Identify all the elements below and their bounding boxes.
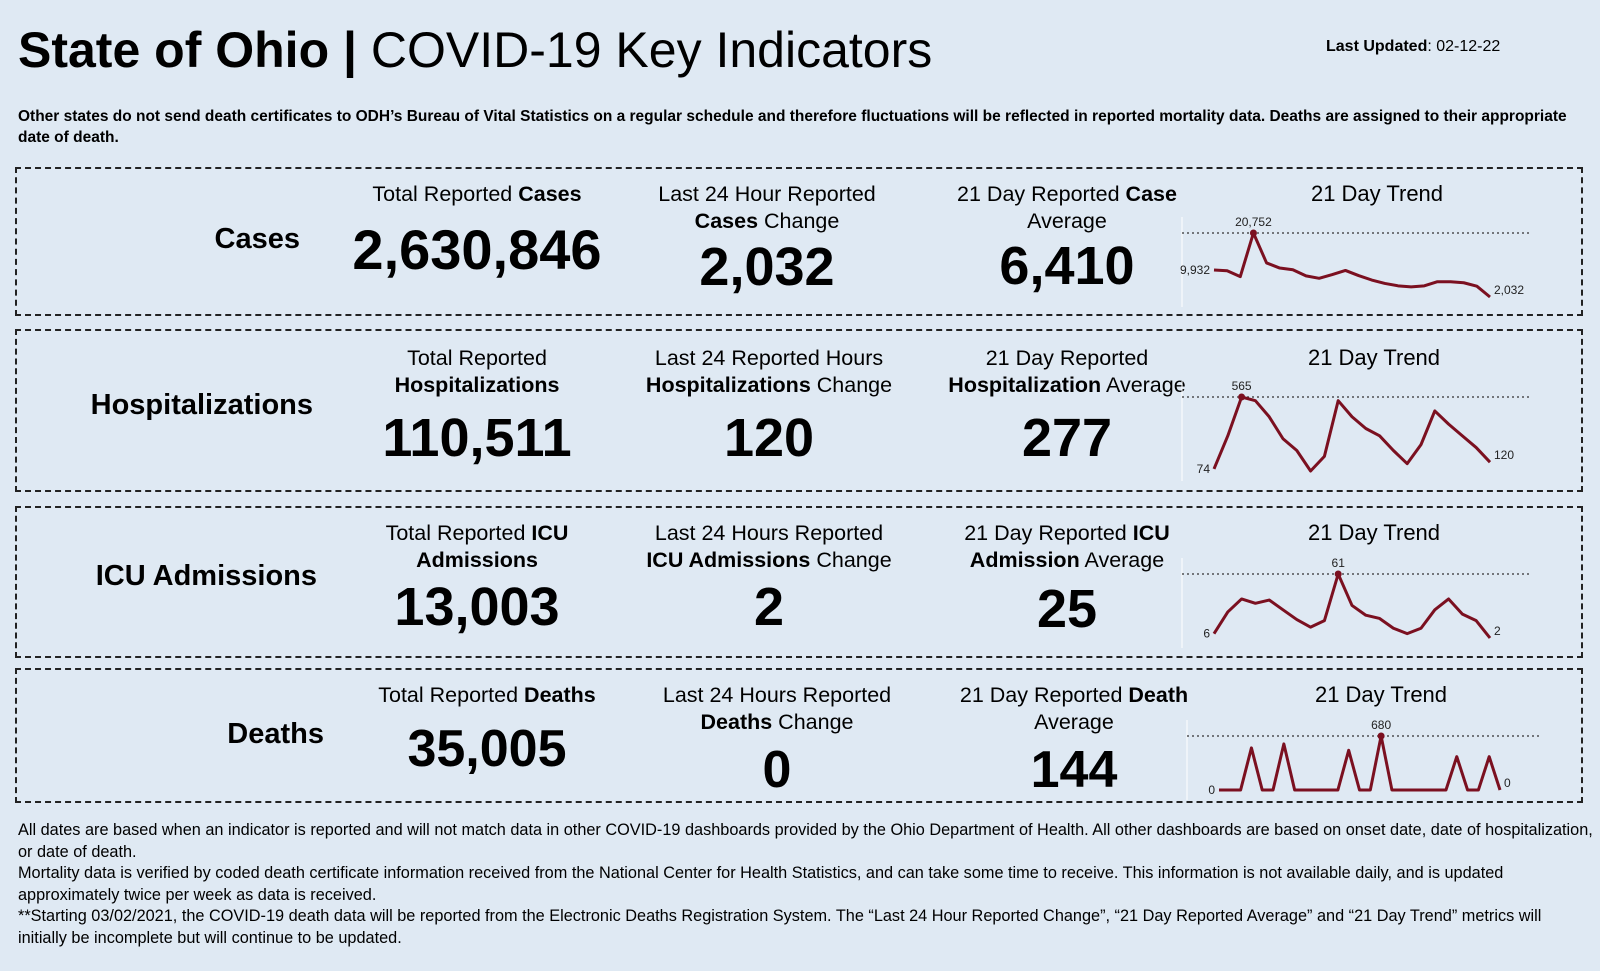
deaths-trend-point-label: 0	[1208, 783, 1215, 797]
icu-change: Last 24 Hours Reported ICU Admissions Cha…	[594, 520, 944, 634]
icu-total-header: Total Reported ICU Admissions	[385, 521, 569, 572]
deaths-total-value: 35,005	[407, 720, 567, 778]
icu-trend-chart: 6 61 2	[1181, 556, 1530, 648]
deaths-trend-point-label: 0	[1504, 776, 1511, 790]
deaths-trend-peak-marker	[1377, 732, 1385, 740]
cases-total: Total Reported Cases 2,630,846	[317, 181, 637, 278]
footer-note-edrs: **Starting 03/02/2021, the COVID-19 deat…	[18, 907, 1542, 947]
hospitalizations-total-value: 110,511	[382, 408, 572, 468]
hospitalizations-total: Total Reported Hospitalizations 110,511	[317, 345, 637, 465]
cases-change-value: 2,032	[699, 237, 835, 297]
hospitalizations-change-value: 120	[723, 408, 815, 468]
icu-trend-line	[1212, 572, 1492, 639]
hospitalizations-panel: Hospitalizations Total Reported Hospitali…	[15, 329, 1583, 492]
cases-average-header: 21 Day Reported Case Average	[957, 182, 1177, 233]
icu-trend-peak-marker	[1334, 570, 1342, 578]
cases-trend-line	[1213, 231, 1491, 299]
deaths-panel: Deaths Total Reported Deaths 35,005 Last…	[15, 668, 1583, 803]
cases-label: Cases	[214, 223, 300, 255]
hospitalizations-trend-point-label: 120	[1494, 448, 1514, 462]
icu-panel: ICU Admissions Total Reported ICU Admissi…	[15, 506, 1583, 658]
cases-trend-point-label: 20,752	[1235, 215, 1272, 229]
last-updated: Last Updated: 02-12-22	[1326, 38, 1500, 56]
cases-trend-point-label: 9,932	[1180, 263, 1210, 277]
deaths-change: Last 24 Hours Reported Deaths Change 0	[602, 682, 952, 796]
deaths-total: Total Reported Deaths 35,005	[317, 682, 657, 775]
hospitalizations-average-header: 21 Day Reported Hospitalization Average	[948, 346, 1186, 397]
cases-total-header: Total Reported Cases	[372, 182, 582, 206]
hospitalizations-average: 21 Day Reported Hospitalization Average 2…	[887, 345, 1247, 465]
hospitalizations-total-header: Total Reported Hospitalizations	[394, 346, 560, 397]
deaths-trend-title: 21 Day Trend	[1314, 682, 1448, 707]
cases-trend-chart: 9,932 20,752 2,032	[1180, 215, 1530, 307]
title-indicators: COVID-19 Key Indicators	[370, 22, 933, 78]
hospitalizations-trend-point-label: 74	[1197, 462, 1211, 476]
icu-trend-title: 21 Day Trend	[1307, 520, 1441, 545]
icu-average-value: 25	[1036, 579, 1098, 639]
hospitalizations-average-value: 277	[1021, 408, 1113, 468]
cases-panel: Cases Total Reported Cases 2,630,846 Las…	[15, 167, 1583, 316]
hospitalizations-change-header: Last 24 Reported Hours Hospitalizations C…	[645, 346, 893, 397]
page-title: State of Ohio | COVID-19 Key Indicators	[18, 18, 932, 82]
last-updated-label: Last Updated	[1326, 38, 1428, 55]
deaths-trend-point-label: 680	[1371, 718, 1391, 732]
icu-total-value: 13,003	[394, 577, 560, 637]
icu-change-value: 2	[753, 577, 785, 637]
hospitalizations-trend-point-label: 565	[1232, 379, 1252, 393]
icu-average: 21 Day Reported ICU Admission Average 25	[897, 520, 1237, 636]
icu-average-header: 21 Day Reported ICU Admission Average	[964, 521, 1170, 572]
cases-total-value: 2,630,846	[352, 218, 602, 281]
footer-notes: All dates are based when an indicator is…	[18, 820, 1593, 949]
hospitalizations-trend-title: 21 Day Trend	[1307, 345, 1441, 370]
icu-trend-point-label: 6	[1203, 627, 1210, 641]
deaths-average: 21 Day Reported Death Average 144	[904, 682, 1244, 796]
hospitalizations-trend-chart: 74 565 120	[1181, 379, 1530, 481]
deaths-trend-chart: 0 680 0	[1186, 718, 1540, 800]
deaths-change-value: 0	[762, 741, 792, 799]
deaths-change-header: Last 24 Hours Reported Deaths Change	[662, 683, 892, 734]
cases-average: 21 Day Reported Case Average 6,410	[897, 181, 1237, 293]
mortality-note: Other states do not send death certifica…	[18, 108, 1567, 146]
deaths-trend-line	[1219, 734, 1502, 792]
deaths-average-value: 144	[1030, 741, 1118, 799]
deaths-label: Deaths	[227, 718, 324, 750]
deaths-average-header: 21 Day Reported Death Average	[959, 683, 1189, 734]
cases-average-value: 6,410	[999, 236, 1135, 296]
cases-change: Last 24 Hour Reported Cases Change 2,032	[607, 181, 927, 294]
deaths-total-header: Total Reported Deaths	[378, 683, 596, 707]
hospitalizations-trend-line	[1212, 395, 1492, 473]
icu-label: ICU Admissions	[95, 560, 317, 592]
icu-change-header: Last 24 Hours Reported ICU Admissions Cha…	[646, 521, 892, 572]
icu-total: Total Reported ICU Admissions 13,003	[317, 520, 637, 634]
footer-note-dates: All dates are based when an indicator is…	[18, 821, 1593, 861]
cases-trend-peak-marker	[1249, 229, 1257, 237]
cases-trend-point-label: 2,032	[1494, 283, 1524, 297]
hospitalizations-change: Last 24 Reported Hours Hospitalizations C…	[594, 345, 944, 465]
hospitalizations-trend-peak-marker	[1238, 393, 1246, 401]
last-updated-value: : 02-12-22	[1427, 38, 1501, 55]
title-state: State of Ohio |	[18, 22, 357, 78]
footer-note-mortality: Mortality data is verified by coded deat…	[18, 864, 1504, 904]
cases-trend-title: 21 Day Trend	[1310, 181, 1444, 206]
icu-trend-point-label: 61	[1332, 556, 1346, 570]
icu-trend-point-label: 2	[1494, 624, 1501, 638]
cases-change-header: Last 24 Hour Reported Cases Change	[658, 182, 876, 233]
hospitalizations-label: Hospitalizations	[90, 389, 313, 421]
